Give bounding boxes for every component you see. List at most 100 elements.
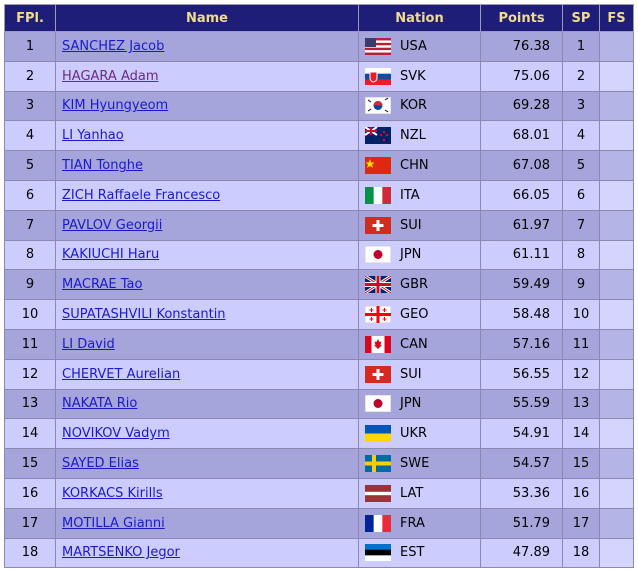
skater-link[interactable]: LI David [62,336,115,352]
skater-link[interactable]: MARTSENKO Jegor [62,545,180,561]
skater-link[interactable]: KIM Hyungyeom [62,98,169,114]
sp-cell: 17 [562,507,600,539]
nation-code: GBR [400,277,429,293]
result-row: 9 MACRAE Tao GBR 59.49 9 [4,269,634,301]
nation: SUI [365,216,474,234]
result-row: 18 MARTSENKO Jegor EST 47.89 18 [4,537,634,569]
skater-link[interactable]: MACRAE Tao [62,277,143,293]
sp-cell: 6 [562,179,600,211]
nation-code: USA [400,38,427,54]
column-header: Points [480,4,563,32]
table-body: 1 SANCHEZ Jacob USA 76.38 1 2 HAGARA Adam SVK 75… [4,31,634,569]
nation-code: SUI [400,366,422,382]
result-row: 8 KAKIUCHI Haru JPN 61.11 8 [4,239,634,271]
skater-link[interactable]: NOVIKOV Vadym [62,426,170,442]
flag-icon [365,365,391,383]
nation-code: SVK [400,68,426,84]
skater-link[interactable]: KAKIUCHI Haru [62,247,160,263]
result-row: 10 SUPATASHVILI Konstantin GEO 58.48 10 [4,299,634,330]
skater-link[interactable]: HAGARA Adam [62,68,159,84]
place-cell: 3 [4,90,56,122]
skater-link[interactable]: SAYED Elias [62,456,139,472]
name-cell: TIAN Tonghe [55,150,359,181]
flag-icon [365,186,391,204]
nation-code: EST [400,545,425,561]
fs-cell [599,388,634,420]
nation: UKR [365,425,474,443]
skater-link[interactable]: CHERVET Aurelian [62,366,181,382]
place-cell: 18 [4,537,56,569]
nation-cell: JPN [358,388,481,420]
nation-code: KOR [400,98,428,114]
flag-icon [365,216,391,234]
nation: USA [365,37,474,55]
fs-cell [599,90,634,122]
sp-cell: 11 [562,328,600,360]
skater-link[interactable]: SANCHEZ Jacob [62,38,165,54]
skater-link[interactable]: TIAN Tonghe [62,158,143,174]
name-cell: SAYED Elias [55,448,359,479]
sp-cell: 15 [562,448,600,479]
place-cell: 2 [4,60,56,92]
nation: NZL [365,127,474,145]
nation-code: JPN [400,247,422,263]
name-cell: NAKATA Rio [55,388,359,420]
sp-cell: 10 [562,299,600,330]
skater-link[interactable]: ZICH Raffaele Francesco [62,187,221,203]
nation-code: CHN [400,158,429,174]
result-row: 12 CHERVET Aurelian SUI 56.55 12 [4,358,634,390]
nation-cell: CAN [358,328,481,360]
nation-code: CAN [400,336,428,352]
fs-cell [599,477,634,509]
sp-cell: 7 [562,209,600,241]
nation-code: SUI [400,217,422,233]
nation-cell: KOR [358,90,481,122]
points-cell: 56.55 [480,358,563,390]
points-cell: 68.01 [480,120,563,152]
nation: SVK [365,67,474,85]
fs-cell [599,179,634,211]
nation-cell: SUI [358,358,481,390]
fs-cell [599,507,634,539]
skater-link[interactable]: LI Yanhao [62,128,124,144]
fs-cell [599,358,634,390]
nation: KOR [365,97,474,115]
result-row: 7 PAVLOV Georgii SUI 61.97 7 [4,209,634,241]
results-table: FPl. Name Nation Points SP FS 1 SANCHEZ Jacob U… [4,4,634,569]
skater-link[interactable]: KORKACS Kirills [62,485,163,501]
nation-cell: GEO [358,299,481,330]
place-cell: 7 [4,209,56,241]
skater-link[interactable]: SUPATASHVILI Konstantin [62,307,226,323]
nation-cell: JPN [358,239,481,271]
nation-cell: SUI [358,209,481,241]
points-cell: 54.91 [480,418,563,450]
points-cell: 57.16 [480,328,563,360]
fs-cell [599,328,634,360]
points-cell: 66.05 [480,179,563,211]
points-cell: 53.36 [480,477,563,509]
result-row: 4 LI Yanhao NZL 68.01 4 [4,120,634,152]
nation-cell: USA [358,31,481,62]
points-cell: 58.48 [480,299,563,330]
nation-cell: CHN [358,150,481,181]
nation: ITA [365,186,474,204]
nation: GBR [365,276,474,294]
nation-cell: SWE [358,448,481,479]
sp-cell: 9 [562,269,600,301]
result-row: 1 SANCHEZ Jacob USA 76.38 1 [4,31,634,62]
sp-cell: 14 [562,418,600,450]
name-cell: LI David [55,328,359,360]
flag-icon [365,276,391,294]
sp-cell: 2 [562,60,600,92]
flag-icon [365,127,391,145]
result-row: 13 NAKATA Rio JPN 55.59 13 [4,388,634,420]
name-cell: LI Yanhao [55,120,359,152]
nation-cell: EST [358,537,481,569]
skater-link[interactable]: MOTILLA Gianni [62,515,165,531]
flag-icon [365,544,391,562]
name-cell: HAGARA Adam [55,60,359,92]
place-cell: 17 [4,507,56,539]
nation-code: SWE [400,456,430,472]
skater-link[interactable]: NAKATA Rio [62,396,138,412]
skater-link[interactable]: PAVLOV Georgii [62,217,163,233]
